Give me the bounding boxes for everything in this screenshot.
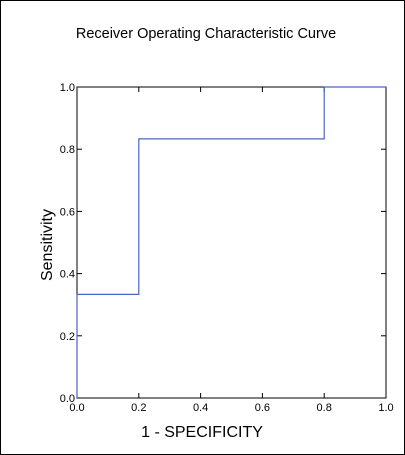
- y-tick-label: 1.0: [60, 82, 75, 94]
- x-tick-label: 1.0: [378, 402, 393, 414]
- chart-title: Receiver Operating Characteristic Curve: [76, 26, 336, 42]
- y-axis-label: Sensitivity: [39, 209, 56, 281]
- x-tick-label: 0.0: [69, 402, 84, 414]
- y-tick-label: 0.4: [60, 269, 75, 281]
- y-tick-label: 0.6: [60, 206, 75, 218]
- plot-area: 0.0 0.2 0.4 0.6 0.8 1.0 0.0 0.2 0.4 0.6 0.8 1.0: [60, 82, 394, 414]
- y-tick-label: 0.0: [60, 393, 75, 405]
- x-tick-label: 0.8: [317, 402, 332, 414]
- plot-border: [76, 86, 387, 399]
- x-tick-label: 0.6: [255, 402, 270, 414]
- y-tick-label: 0.2: [60, 331, 75, 343]
- y-tick-label: 0.8: [60, 144, 75, 156]
- roc-curve-line: [76, 86, 386, 398]
- x-tick-label: 0.2: [131, 402, 146, 414]
- x-axis-label: 1 - SPECIFICITY: [141, 424, 263, 441]
- x-tick-label: 0.4: [193, 402, 208, 414]
